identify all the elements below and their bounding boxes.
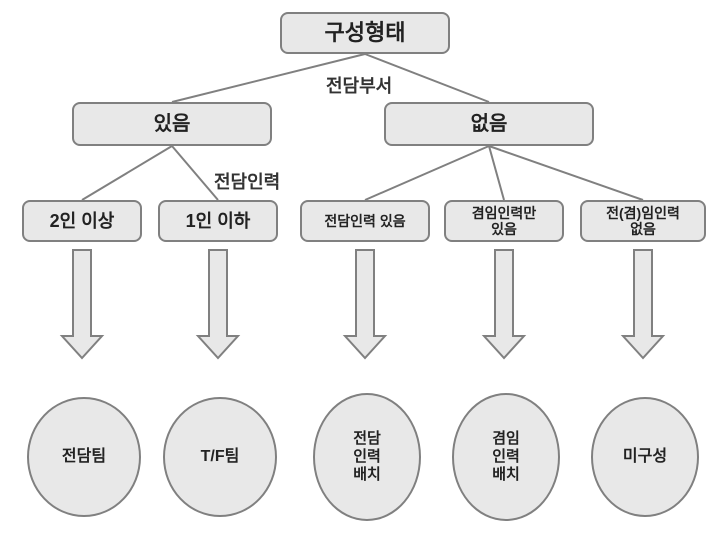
leaf-node-concur: 겸임 인력 배치 <box>452 393 560 521</box>
leaf-node-dedic: 전담 인력 배치 <box>313 393 421 521</box>
section-label-dept: 전담부서 <box>326 72 392 98</box>
level3-node-n1less: 1인 이하 <box>158 200 278 242</box>
section-label-staff-text: 전담인력 <box>214 172 280 192</box>
level2-node-no: 없음 <box>384 102 594 146</box>
leaf-node-unformed: 미구성 <box>591 397 699 517</box>
level3-node-none: 전(겸)임인력 없음 <box>580 200 706 242</box>
section-label-dept-text: 전담부서 <box>326 76 392 96</box>
leaf-node-team: 전담팀 <box>27 397 141 517</box>
level3-node-concurrent_only: 겸임인력만 있음 <box>444 200 564 242</box>
root-node: 구성형태 <box>280 12 450 54</box>
level3-node-staff_yes: 전담인력 있음 <box>300 200 430 242</box>
level2-node-yes: 있음 <box>72 102 272 146</box>
level3-node-n2plus: 2인 이상 <box>22 200 142 242</box>
leaf-node-tf: T/F팀 <box>163 397 277 517</box>
root-label: 구성형태 <box>325 20 406 45</box>
section-label-staff: 전담인력 <box>214 168 280 194</box>
